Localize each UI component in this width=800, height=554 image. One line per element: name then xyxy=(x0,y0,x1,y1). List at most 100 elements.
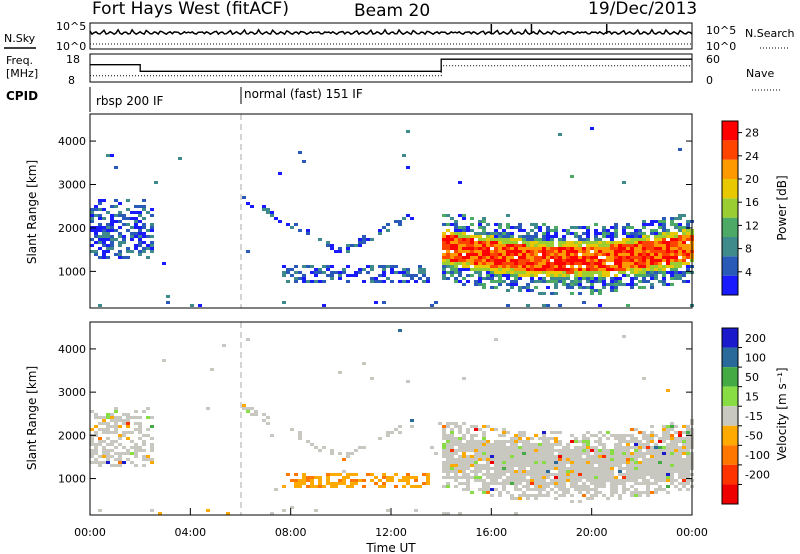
heat-cell xyxy=(482,265,486,268)
heat-cell xyxy=(602,473,606,476)
heat-cell xyxy=(590,446,594,449)
heat-cell xyxy=(586,449,590,452)
heat-cell xyxy=(646,482,650,485)
heat-cell xyxy=(634,268,638,271)
heat-cell xyxy=(614,458,618,461)
heat-cell xyxy=(474,452,478,455)
heat-cell xyxy=(478,256,482,259)
heat-cell xyxy=(118,419,122,422)
heat-cell xyxy=(346,265,350,268)
heat-cell xyxy=(454,226,458,229)
heat-cell xyxy=(630,461,634,464)
heat-cell xyxy=(306,232,310,235)
heat-cell xyxy=(470,476,474,479)
heat-cell xyxy=(642,280,646,283)
heat-cell xyxy=(594,223,598,226)
heat-cell xyxy=(446,464,450,467)
heat-cell xyxy=(574,283,578,286)
heat-cell xyxy=(302,265,306,268)
heat-cell xyxy=(390,476,394,479)
heat-cell xyxy=(406,130,410,133)
heat-cell xyxy=(126,431,130,434)
heat-cell xyxy=(114,410,118,413)
heat-cell xyxy=(630,271,634,274)
heat-cell xyxy=(662,232,666,235)
heat-cell xyxy=(662,277,666,280)
heat-cell xyxy=(114,238,118,241)
heat-cell xyxy=(446,235,450,238)
heat-cell xyxy=(586,479,590,482)
heat-cell xyxy=(134,226,138,229)
heat-cell xyxy=(494,280,498,283)
heat-cell xyxy=(674,461,678,464)
heat-cell xyxy=(486,241,490,244)
heat-cell xyxy=(142,455,146,458)
colorbar-tick-label: 8 xyxy=(745,243,752,256)
heat-cell xyxy=(318,485,322,488)
heat-cell xyxy=(610,494,614,497)
heat-cell xyxy=(498,274,502,277)
heat-cell xyxy=(122,413,126,416)
colorbar-tick-label: 28 xyxy=(745,127,759,140)
heat-cell xyxy=(594,253,598,256)
heat-cell xyxy=(518,449,522,452)
heat-cell xyxy=(398,431,402,434)
heat-cell xyxy=(618,443,622,446)
heat-cell xyxy=(510,268,514,271)
heat-cell xyxy=(506,283,510,286)
heat-cell xyxy=(514,449,518,452)
heat-cell xyxy=(614,253,618,256)
heat-cell xyxy=(642,238,646,241)
heat-cell xyxy=(582,262,586,265)
heat-cell xyxy=(486,274,490,277)
heat-cell xyxy=(630,464,634,467)
heat-cell xyxy=(578,226,582,229)
heat-cell xyxy=(630,458,634,461)
heat-cell xyxy=(454,244,458,247)
heat-cell xyxy=(90,455,94,458)
heat-cell xyxy=(562,259,566,262)
heat-cell xyxy=(542,262,546,265)
heat-cell xyxy=(670,461,674,464)
heat-cell xyxy=(538,485,542,488)
heat-cell xyxy=(470,434,474,437)
heat-cell xyxy=(482,458,486,461)
heat-cell xyxy=(578,491,582,494)
heat-cell xyxy=(634,455,638,458)
heat-cell xyxy=(134,211,138,214)
heat-cell xyxy=(554,283,558,286)
heat-cell xyxy=(506,467,510,470)
heat-cell xyxy=(686,431,690,434)
heat-cell xyxy=(530,268,534,271)
heat-cell xyxy=(630,277,634,280)
heat-cell xyxy=(498,482,502,485)
heat-cell xyxy=(670,464,674,467)
heat-cell xyxy=(114,220,118,223)
heat-cell xyxy=(574,461,578,464)
heat-cell xyxy=(506,482,510,485)
heat-cell xyxy=(150,244,154,247)
heat-cell xyxy=(506,461,510,464)
heat-cell xyxy=(658,226,662,229)
heat-cell xyxy=(494,449,498,452)
heat-cell xyxy=(302,482,306,485)
heat-cell xyxy=(494,452,498,455)
heat-cell xyxy=(586,473,590,476)
heat-cell xyxy=(566,268,570,271)
heat-cell xyxy=(90,217,94,220)
heat-cell xyxy=(518,289,522,292)
heat-cell xyxy=(526,455,530,458)
heat-cell xyxy=(466,431,470,434)
heat-cell xyxy=(514,253,518,256)
heat-cell xyxy=(526,437,530,440)
heat-cell xyxy=(490,259,494,262)
heat-cell xyxy=(494,338,498,341)
heat-cell xyxy=(622,283,626,286)
heat-cell xyxy=(686,238,690,241)
heat-cell xyxy=(590,455,594,458)
heat-cell xyxy=(678,238,682,241)
heat-cell xyxy=(126,419,130,422)
heat-cell xyxy=(530,253,534,256)
heat-cell xyxy=(674,467,678,470)
